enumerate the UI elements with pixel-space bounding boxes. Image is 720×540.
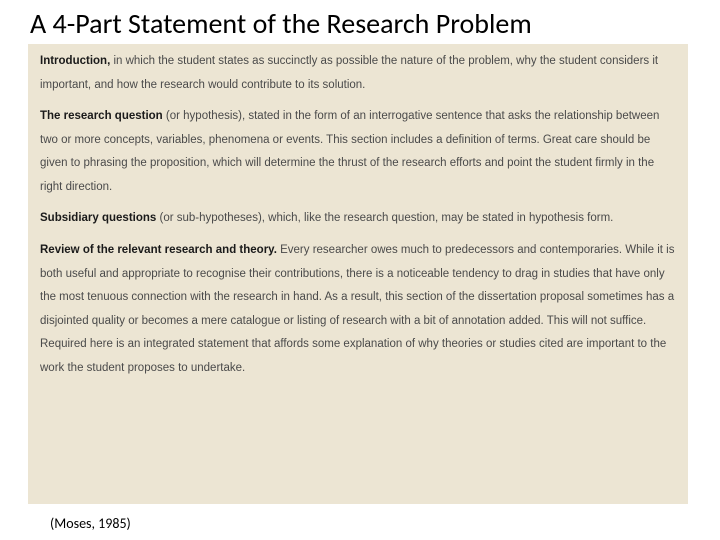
- section-head: The research question: [40, 110, 163, 122]
- section-body: (or sub-hypotheses), which, like the res…: [156, 212, 613, 224]
- section-review: Review of the relevant research and theo…: [40, 239, 676, 380]
- section-subsidiary-questions: Subsidiary questions (or sub-hypotheses)…: [40, 207, 676, 231]
- citation: (Moses, 1985): [50, 515, 131, 532]
- slide: A 4-Part Statement of the Research Probl…: [0, 0, 720, 540]
- section-body: (or hypothesis), stated in the form of a…: [40, 110, 659, 193]
- section-head: Introduction,: [40, 55, 110, 67]
- section-research-question: The research question (or hypothesis), s…: [40, 105, 676, 199]
- section-head: Subsidiary questions: [40, 212, 156, 224]
- content-panel: Introduction, in which the student state…: [28, 44, 688, 504]
- section-head: Review of the relevant research and theo…: [40, 244, 277, 256]
- section-body: Every researcher owes much to predecesso…: [40, 244, 674, 374]
- section-introduction: Introduction, in which the student state…: [40, 50, 676, 97]
- section-body: in which the student states as succinctl…: [40, 55, 658, 91]
- slide-title: A 4-Part Statement of the Research Probl…: [30, 6, 690, 41]
